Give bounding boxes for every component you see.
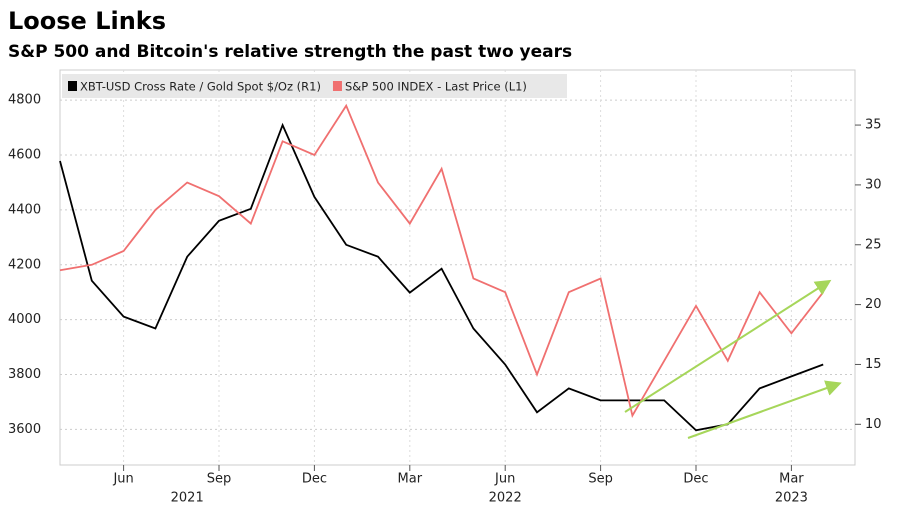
x-year-label: 2021 (171, 491, 204, 506)
x-tick-label: Mar (398, 472, 423, 487)
legend-box (62, 74, 567, 98)
x-tick-label: Sep (588, 472, 613, 487)
y-tick-label: 3800 (8, 367, 41, 382)
x-tick-label: Mar (779, 472, 804, 487)
y2-tick-label: 10 (865, 417, 882, 432)
y-tick-label: 3600 (8, 422, 41, 437)
x-year-label: 2022 (489, 491, 522, 506)
y2-tick-label: 30 (865, 177, 882, 192)
series-line (59, 122, 824, 432)
annotation-arrow (624, 279, 832, 413)
legend-swatch (332, 81, 342, 91)
chart-title: Loose Links (8, 7, 166, 35)
y2-tick-label: 35 (865, 118, 882, 133)
x-tick-label: Dec (683, 472, 708, 487)
x-year-label: 2023 (775, 491, 808, 506)
legend-label: XBT-USD Cross Rate / Gold Spot $/Oz (R1) (80, 80, 321, 94)
plot-frame (59, 69, 856, 466)
x-tick-label: Dec (302, 472, 327, 487)
x-tick-label: Jun (494, 472, 515, 487)
chart-subtitle: S&P 500 and Bitcoin's relative strength … (8, 42, 572, 62)
x-tick-label: Jun (112, 472, 133, 487)
legend-swatch (68, 81, 77, 91)
y2-tick-label: 20 (865, 297, 882, 312)
legend: XBT-USD Cross Rate / Gold Spot $/Oz (R1)… (62, 74, 567, 98)
legend-label: S&P 500 INDEX - Last Price (L1) (345, 80, 527, 94)
y-tick-label: 4000 (8, 312, 41, 327)
y2-tick-label: 25 (865, 237, 882, 252)
annotation-arrow (687, 380, 842, 439)
y-tick-label: 4400 (8, 202, 41, 217)
y-tick-label: 4200 (8, 257, 41, 272)
y2-tick-label: 15 (865, 357, 882, 372)
y-tick-label: 4600 (8, 148, 41, 163)
y-tick-label: 4800 (8, 93, 41, 108)
series-line (59, 103, 824, 419)
x-tick-label: Sep (207, 472, 232, 487)
